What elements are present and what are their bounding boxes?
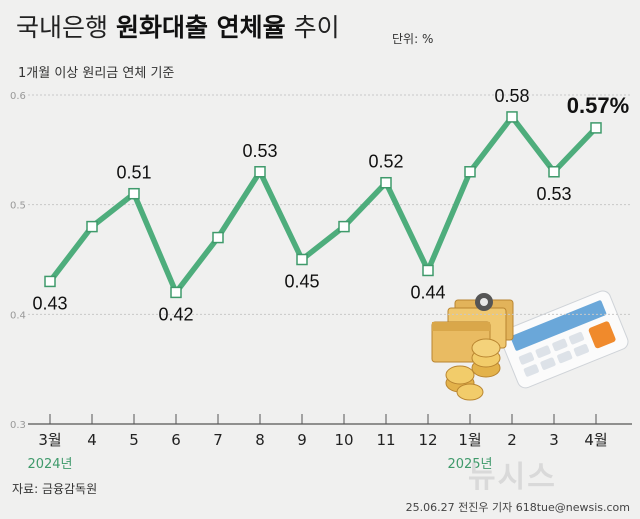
title-suffix: 추이 [285, 13, 340, 42]
data-label: 0.45 [284, 272, 319, 292]
data-point [254, 166, 266, 178]
data-point [296, 253, 308, 266]
data-point [380, 176, 392, 189]
chart-title: 국내은행 원화대출 연체율 추이 [16, 8, 340, 44]
x-tick-label: 7 [213, 431, 223, 449]
x-axis: 3월 4 5 6 7 8 9 10 11 12 1월 2 3 4월 2024년 2025년 [27, 414, 632, 472]
source-note: 자료: 금융감독원 [12, 482, 98, 496]
chart-subtitle: 1개월 이상 원리금 연체 기준 [18, 66, 175, 81]
x-tick-label: 11 [376, 431, 395, 449]
newsis-watermark: 뉴시스 [468, 460, 557, 495]
data-label: 0.44 [410, 282, 445, 302]
data-point [170, 286, 182, 299]
y-tick-label: 0.4 [10, 310, 26, 321]
x-tick-label: 3 [549, 431, 559, 449]
y-tick-label: 0.6 [10, 91, 26, 102]
data-point [338, 220, 350, 233]
x-tick-label: 6 [171, 431, 181, 449]
data-label: 0.42 [158, 304, 193, 324]
data-label: 0.53 [536, 184, 571, 204]
data-point [128, 187, 140, 200]
data-point [86, 220, 98, 233]
data-point [212, 231, 224, 244]
y-tick-label: 0.5 [10, 201, 26, 212]
data-label: 0.43 [32, 293, 67, 313]
data-points [44, 111, 602, 299]
data-labels: 0.43 0.51 0.42 0.53 0.45 0.52 0.44 0.58 0.53 0.57… [32, 86, 629, 324]
data-point [422, 264, 434, 277]
x-tick-label: 5 [129, 431, 139, 449]
credit-line: 25.06.27 전진우 기자 618tue@newsis.com [405, 501, 630, 514]
data-label: 0.53 [242, 141, 277, 161]
x-tick-label: 4 [87, 431, 97, 449]
data-point [44, 275, 56, 288]
x-tick-label: 9 [297, 431, 307, 449]
gridlines: 0.6 0.5 0.4 0.3 [10, 91, 632, 431]
year-label: 2025년 [447, 457, 492, 472]
title-prefix: 국내은행 [16, 13, 116, 42]
data-label: 0.51 [116, 163, 151, 183]
series-line-path [47, 114, 599, 296]
year-label: 2024년 [27, 457, 72, 472]
x-tick-label: 4월 [584, 431, 607, 449]
x-tick-label: 3월 [38, 431, 61, 449]
x-tick-label: 8 [255, 431, 265, 449]
data-label: 0.58 [494, 86, 529, 106]
y-tick-label: 0.3 [10, 420, 26, 431]
data-point [464, 166, 476, 178]
title-emphasis: 원화대출 연체율 [115, 13, 286, 42]
unit-label: 단위: % [392, 32, 434, 46]
data-point [506, 111, 518, 123]
data-point [548, 166, 560, 178]
x-tick-label: 10 [334, 431, 353, 449]
data-point [590, 122, 602, 134]
x-tick-label: 2 [507, 431, 517, 449]
x-tick-label: 1월 [458, 431, 481, 449]
data-label: 0.52 [368, 152, 403, 172]
series-line [47, 114, 599, 296]
data-label: 0.57% [567, 93, 629, 118]
x-tick-label: 12 [418, 431, 437, 449]
